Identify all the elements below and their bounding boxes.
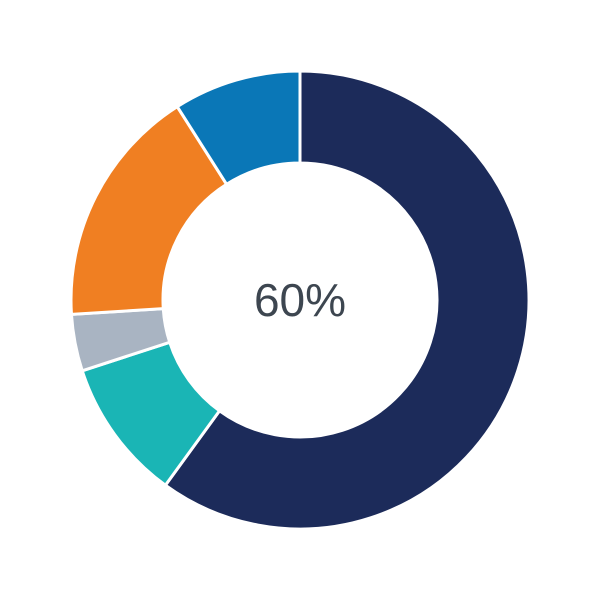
center-label: 60% bbox=[254, 274, 346, 326]
slices-group bbox=[69, 69, 531, 531]
donut-slice-4 bbox=[175, 69, 302, 186]
donut-slice-0 bbox=[163, 69, 531, 531]
